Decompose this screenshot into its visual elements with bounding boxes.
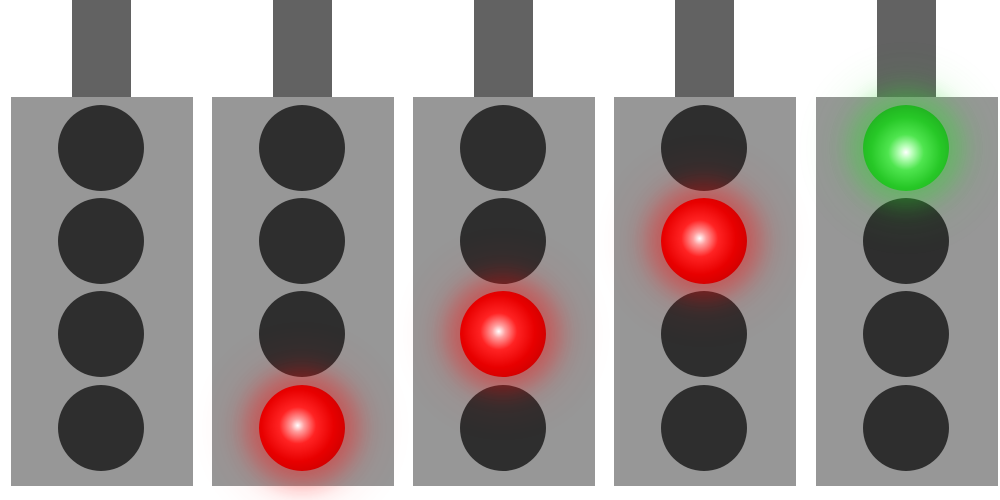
signal-lamp-3-off [58,291,144,377]
signal-pole [474,0,533,97]
traffic-light-1 [11,0,193,486]
signal-lamp-3-off [259,291,345,377]
signal-lamp-1-off [58,105,144,191]
signal-lamp-1-green [863,105,949,191]
signal-pole [273,0,332,97]
traffic-light-5 [816,0,998,486]
signal-lamp-2-off [863,198,949,284]
signal-lamp-1-off [661,105,747,191]
signal-lamp-2-red [661,198,747,284]
traffic-light-4 [614,0,796,486]
signal-lamp-3-off [661,291,747,377]
signal-pole [675,0,734,97]
signal-pole [877,0,936,97]
signal-lamp-1-off [259,105,345,191]
signal-lamp-4-off [460,385,546,471]
signal-pole [72,0,131,97]
traffic-light-2 [212,0,394,486]
signal-lamp-2-off [58,198,144,284]
signal-lamp-4-off [661,385,747,471]
signal-lamp-3-red [460,291,546,377]
signal-lamp-2-off [259,198,345,284]
signal-lamp-2-off [460,198,546,284]
signal-lamp-4-red [259,385,345,471]
signal-lamp-4-off [58,385,144,471]
signal-lamp-1-off [460,105,546,191]
traffic-light-3 [413,0,595,486]
signal-lamp-3-off [863,291,949,377]
signal-lamp-4-off [863,385,949,471]
